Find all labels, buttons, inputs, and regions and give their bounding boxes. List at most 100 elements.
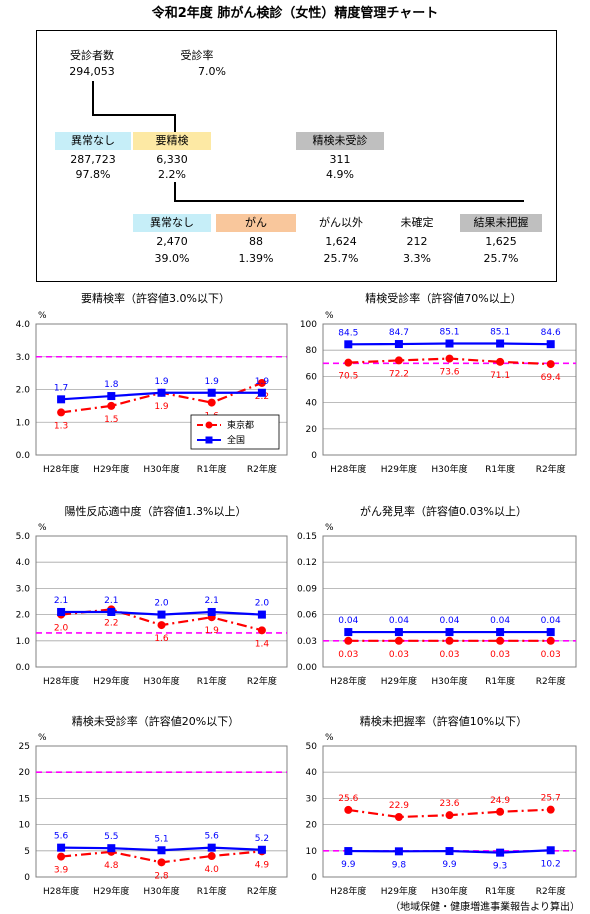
- data-label: 0.03: [338, 650, 358, 660]
- result-count-unknown: 1,625: [485, 235, 517, 248]
- data-label: 85.1: [439, 328, 459, 338]
- x-tick-label: H30年度: [143, 885, 179, 897]
- x-tick-label: R2年度: [536, 885, 566, 897]
- data-label: 0.03: [541, 650, 561, 660]
- rate-label: 受診率: [180, 49, 214, 62]
- examinees-value: 294,053: [69, 65, 115, 78]
- result-percent-undetermined: 3.3%: [403, 252, 431, 265]
- data-point-tokyo: [445, 636, 454, 645]
- data-label: 0.03: [439, 650, 459, 660]
- chart-title: 陽性反応適中度（許容値1.3%以上）: [65, 504, 247, 518]
- data-point-tokyo: [394, 636, 403, 645]
- result-box-normal: 異常なし: [133, 214, 211, 232]
- data-label: 2.0: [154, 599, 169, 609]
- data-point-national: [207, 607, 216, 616]
- y-tick-label: 40: [306, 399, 318, 409]
- y-tick-label: 20: [306, 821, 318, 831]
- connector-line: [174, 114, 176, 132]
- data-point-tokyo: [107, 401, 116, 410]
- y-tick-label: 10: [19, 821, 31, 831]
- data-label: 0.04: [490, 616, 510, 626]
- y-tick-label: 1.0: [16, 418, 31, 428]
- data-point-national: [157, 388, 166, 397]
- x-tick-label: H28年度: [43, 885, 79, 897]
- x-tick-label: R2年度: [536, 463, 566, 475]
- data-point-tokyo: [257, 626, 266, 635]
- connector-line: [174, 182, 176, 202]
- connector-line: [92, 114, 176, 116]
- data-point-national: [445, 628, 454, 637]
- unexamined-box: 精検未受診: [296, 132, 384, 150]
- y-tick-label: 3.0: [16, 353, 31, 363]
- data-label: 69.4: [541, 373, 561, 383]
- data-label: 2.1: [205, 596, 219, 606]
- y-tick-label: 0: [24, 873, 30, 883]
- data-point-national: [394, 847, 403, 856]
- data-point-national: [57, 607, 66, 616]
- x-tick-label: R1年度: [485, 885, 515, 897]
- detail-count: 6,330: [156, 153, 188, 166]
- data-label: 84.6: [541, 328, 561, 338]
- unexamined-percent: 4.9%: [326, 168, 354, 181]
- data-label: 0.04: [541, 616, 561, 626]
- data-label: 5.1: [154, 834, 168, 844]
- x-tick-label: H30年度: [431, 885, 467, 897]
- y-tick-label: 2.0: [16, 386, 31, 396]
- data-label: 2.1: [54, 596, 68, 606]
- result-box-unknown: 結果未把握: [460, 214, 542, 232]
- y-tick-label: 100: [300, 320, 317, 330]
- data-label: 4.9: [255, 860, 270, 870]
- data-label: 0.04: [338, 616, 358, 626]
- x-tick-label: R1年度: [485, 463, 515, 475]
- data-label: 1.8: [104, 380, 119, 390]
- data-label: 5.6: [54, 832, 69, 842]
- data-point-national: [107, 392, 116, 401]
- unit-label: %: [325, 523, 334, 533]
- x-tick-label: H29年度: [93, 675, 129, 687]
- data-point-tokyo: [57, 408, 66, 417]
- y-tick-label: 15: [19, 794, 30, 804]
- source-note: （地域保健・健康増進事業報告より算出）: [390, 902, 580, 913]
- data-point-national: [207, 843, 216, 852]
- data-label: 10.2: [541, 859, 561, 869]
- data-label: 2.8: [154, 871, 169, 881]
- y-tick-label: 2.0: [16, 611, 31, 621]
- data-label: 2.0: [255, 599, 270, 609]
- data-label: 9.9: [442, 860, 457, 870]
- data-point-national: [257, 845, 266, 854]
- x-tick-label: H28年度: [43, 675, 79, 687]
- x-tick-label: R1年度: [485, 675, 515, 687]
- data-label: 1.5: [104, 415, 118, 425]
- data-label: 0.04: [389, 616, 409, 626]
- data-point-national: [344, 847, 353, 856]
- x-tick-label: R1年度: [197, 885, 227, 897]
- data-label: 2.1: [104, 596, 118, 606]
- data-label: 84.5: [338, 328, 358, 338]
- detail-box: 要精検: [133, 132, 211, 150]
- data-label: 1.9: [205, 626, 220, 636]
- data-point-tokyo: [394, 813, 403, 822]
- data-point-national: [344, 340, 353, 349]
- x-tick-label: H28年度: [330, 463, 366, 475]
- data-point-national: [445, 847, 454, 856]
- data-label: 1.6: [154, 634, 169, 644]
- y-tick-label: 4.0: [16, 320, 31, 330]
- data-point-national: [157, 846, 166, 855]
- data-label: 1.9: [154, 377, 169, 387]
- result-count-undetermined: 212: [406, 235, 428, 248]
- data-label: 5.2: [255, 834, 269, 844]
- chart-4: がん発見率（許容値0.03%以上）% 0.00 0.03 0.06 0.09 0.12 0.…: [297, 504, 577, 687]
- unit-label: %: [38, 523, 47, 533]
- result-count-cancer: 88: [249, 235, 263, 248]
- chart-1: 要精検率（許容値3.0%以下）% 0.0 1.0 2.0 3.0 4.0 H28年度 H29年…: [16, 291, 288, 475]
- chart-2: 精検受診率（許容値70%以上）% 0 20 40 60 80 100 H28年度 H29年度 H3…: [300, 291, 577, 475]
- y-tick-label: 0.09: [297, 584, 317, 594]
- x-tick-label: H29年度: [381, 885, 417, 897]
- data-point-tokyo: [496, 807, 505, 816]
- y-tick-label: 4.0: [16, 558, 31, 568]
- result-box-non-cancer: がん以外: [319, 216, 363, 229]
- y-tick-label: 0.12: [297, 558, 317, 568]
- y-tick-label: 0.06: [297, 611, 317, 621]
- chart-6: 精検未把握率（許容値10%以下）% 0 10 20 30 40 50 H28年度 H29年度 H3…: [306, 714, 577, 897]
